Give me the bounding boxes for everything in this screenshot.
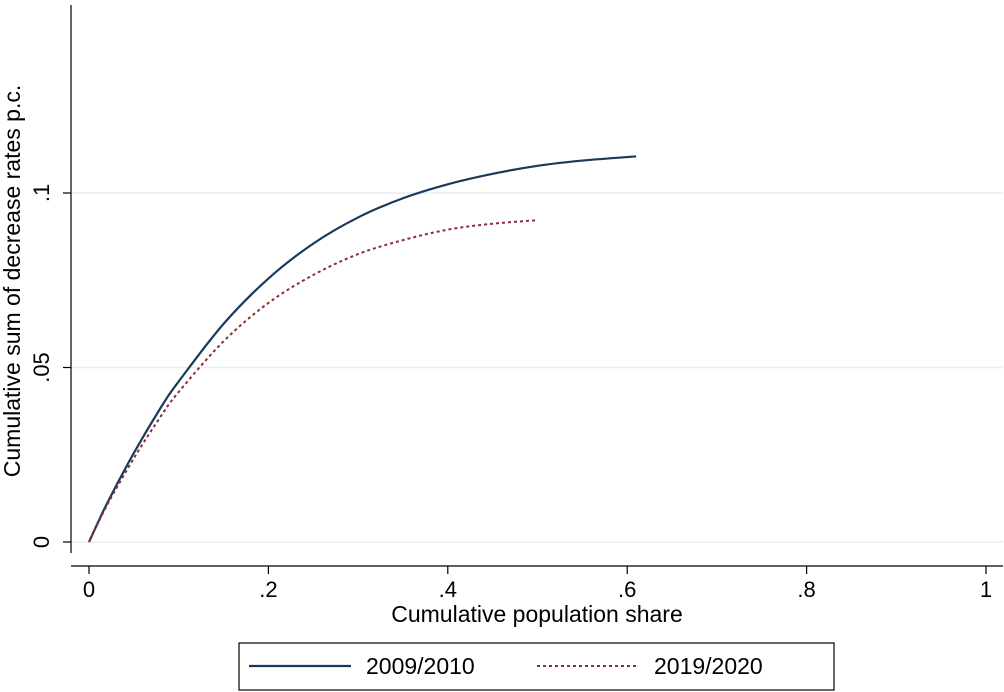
x-tick-label-0: 0 [83, 577, 95, 602]
legend: 2009/2010 2019/2020 [238, 642, 835, 691]
series-line-2009-2010 [88, 155, 637, 543]
y-axis-ticks: 0 .05 .1 [29, 184, 71, 548]
x-axis-ticks: 0 .2 .4 .6 .8 1 [83, 566, 992, 602]
y-tick-label-2: .1 [29, 184, 54, 202]
y-tick-label-1: .05 [29, 352, 54, 383]
legend-label-2009-2010: 2009/2010 [366, 653, 475, 679]
x-tick-label-2: .4 [439, 577, 457, 602]
gridlines [71, 192, 1003, 543]
x-tick-label-5: 1 [980, 577, 992, 602]
x-axis-title: Cumulative population share [391, 601, 683, 627]
axes [70, 5, 1003, 567]
series-line-2019-2020 [88, 219, 538, 543]
y-tick-label-0: 0 [29, 536, 54, 548]
legend-label-2019-2020: 2019/2020 [654, 653, 763, 679]
x-tick-label-3: .6 [618, 577, 636, 602]
series-lines [88, 155, 637, 543]
x-tick-label-1: .2 [259, 577, 277, 602]
y-axis-title: Cumulative sum of decrease rates p.c. [0, 85, 25, 477]
x-tick-label-4: .8 [797, 577, 815, 602]
